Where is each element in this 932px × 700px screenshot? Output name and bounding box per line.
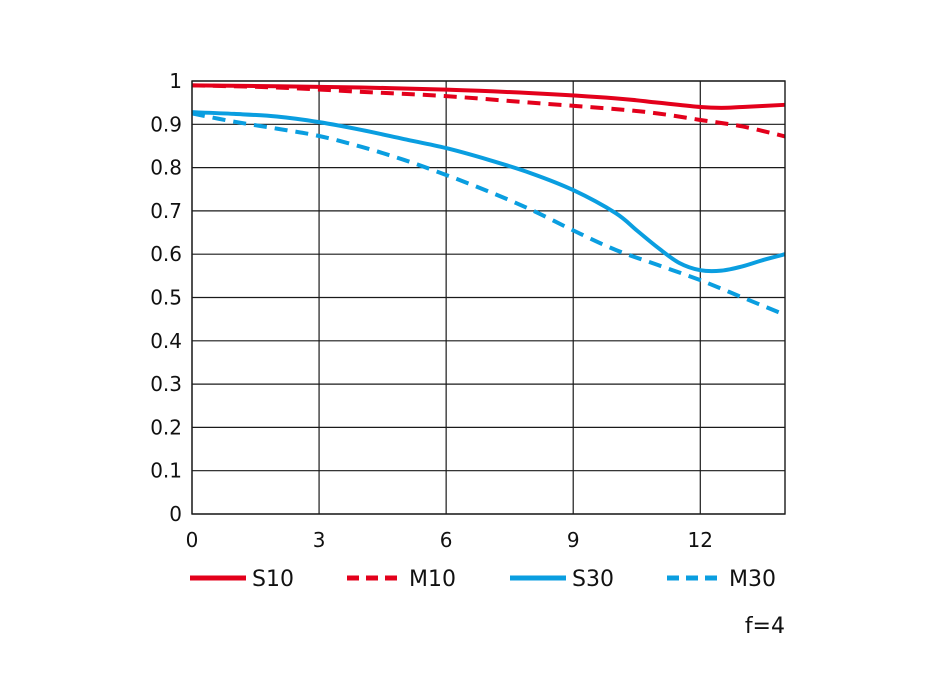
x-tick-label: 0 (186, 528, 199, 552)
y-tick-label: 0.4 (150, 329, 182, 353)
x-tick-label: 9 (567, 528, 580, 552)
y-tick-label: 1 (169, 69, 182, 93)
y-tick-label: 0.6 (150, 242, 182, 266)
aperture-note: f=4 (745, 614, 785, 639)
series-line-s10 (191, 83, 786, 110)
legend-label-m30: M30 (729, 567, 776, 592)
y-tick-label: 0.7 (150, 199, 182, 223)
x-axis-ticks: 0 3 6 9 12 (186, 528, 713, 552)
legend-label-s10: S10 (252, 567, 294, 592)
y-tick-label: 0.2 (150, 415, 182, 439)
series-line-s30 (191, 110, 786, 274)
grid (191, 80, 785, 515)
series-lines (191, 83, 786, 317)
series-line-m10 (191, 83, 786, 139)
legend-label-m10: M10 (409, 567, 456, 592)
x-tick-label: 6 (440, 528, 453, 552)
x-tick-label: 12 (688, 528, 713, 552)
series-line-m30 (191, 111, 786, 317)
y-tick-label: 0 (169, 502, 182, 526)
y-tick-label: 0.9 (150, 112, 182, 136)
y-tick-label: 0.8 (150, 156, 182, 180)
legend-label-s30: S30 (572, 567, 614, 592)
legend: S10 M10 S30 M30 (190, 567, 776, 592)
y-axis-ticks: 0 0.1 0.2 0.3 0.4 0.5 0.6 0.7 0.8 0.9 1 (150, 69, 182, 526)
y-tick-label: 0.5 (150, 286, 182, 310)
y-tick-label: 0.1 (150, 459, 182, 483)
x-tick-label: 3 (313, 528, 326, 552)
plot-frame (191, 80, 786, 515)
y-tick-label: 0.3 (150, 372, 182, 396)
